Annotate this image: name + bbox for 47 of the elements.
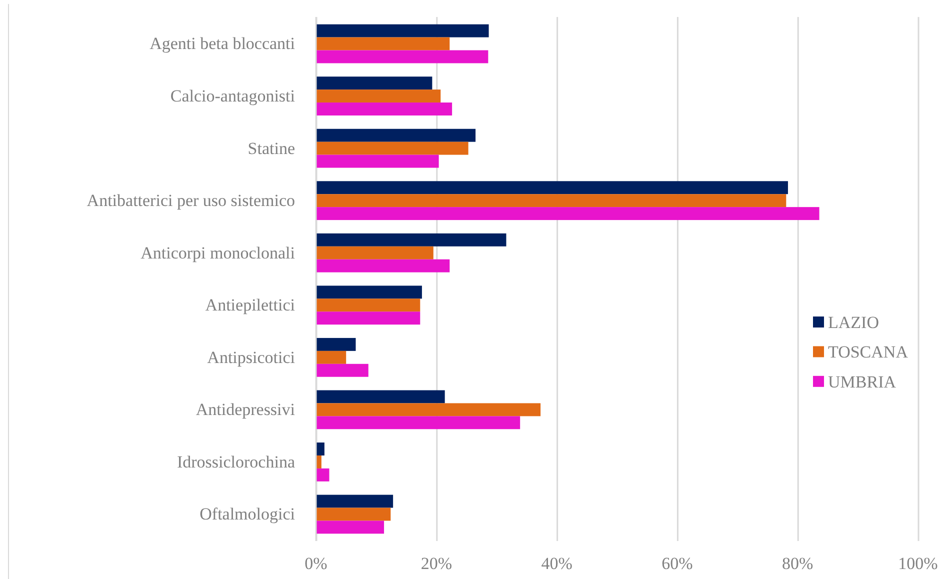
bar <box>316 364 368 377</box>
bar <box>316 350 346 364</box>
bar <box>316 37 450 50</box>
x-tick-label: 20% <box>420 554 452 574</box>
y-tick-label: Antiepilettici <box>205 296 296 315</box>
legend-label: LAZIO <box>828 312 879 332</box>
bar <box>316 76 432 90</box>
bar <box>316 194 786 208</box>
x-tick-label: 0% <box>304 554 328 574</box>
bar <box>316 128 476 142</box>
bar <box>316 508 391 521</box>
bar <box>316 259 450 272</box>
y-tick-label: Agenti beta bloccanti <box>150 34 296 54</box>
bar <box>316 468 330 482</box>
legend-label: TOSCANA <box>828 342 909 362</box>
bar <box>316 233 506 246</box>
x-tick-label: 80% <box>782 554 814 574</box>
x-tick-label: 40% <box>541 554 572 574</box>
x-tick-label: 100% <box>898 554 938 574</box>
bar <box>316 390 445 404</box>
bar <box>316 403 541 416</box>
bar <box>316 338 356 351</box>
y-tick-label: Antibatterici per uso sistemico <box>86 191 295 210</box>
bar <box>316 207 820 220</box>
y-tick-label: Antipsicotici <box>207 348 296 367</box>
legend-label: UMBRIA <box>828 372 897 392</box>
bar <box>316 298 420 312</box>
bar <box>316 312 420 325</box>
bar <box>316 181 788 194</box>
bar <box>316 246 434 260</box>
y-tick-label: Calcio-antagonisti <box>170 86 296 106</box>
y-tick-label: Statine <box>248 138 295 158</box>
bar <box>316 416 520 430</box>
bar <box>316 494 394 508</box>
bar <box>316 102 452 116</box>
bar <box>316 520 384 534</box>
y-tick-label: Oftalmologici <box>200 504 296 524</box>
y-tick-label: Antidepressivi <box>196 400 296 420</box>
y-tick-label: Anticorpi monoclonali <box>140 243 296 262</box>
bar <box>316 50 488 64</box>
bar <box>316 90 441 103</box>
y-tick-label: Idrossiclorochina <box>176 452 296 472</box>
bar <box>316 142 468 155</box>
x-tick-label: 60% <box>662 554 693 574</box>
bar <box>316 24 489 38</box>
bar <box>316 154 439 168</box>
bar <box>316 286 422 299</box>
